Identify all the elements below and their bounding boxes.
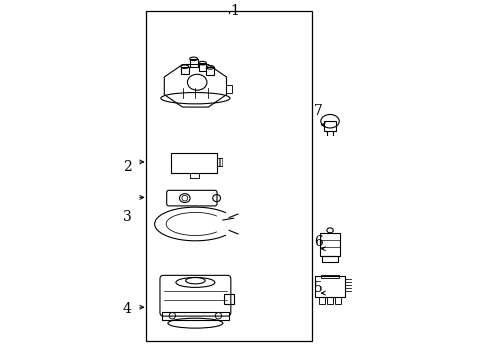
Text: 1: 1: [230, 4, 239, 18]
Text: 4: 4: [123, 302, 132, 316]
Text: 5: 5: [314, 281, 323, 295]
Text: 6: 6: [314, 235, 323, 249]
Bar: [322, 256, 338, 262]
Bar: [225, 85, 232, 93]
Bar: [324, 121, 336, 131]
Bar: [171, 153, 217, 172]
Bar: [224, 294, 234, 304]
Bar: [206, 67, 214, 75]
Bar: [146, 12, 312, 341]
Bar: [181, 67, 189, 75]
Bar: [315, 276, 345, 297]
Bar: [319, 297, 325, 304]
Bar: [198, 63, 206, 71]
Bar: [327, 297, 333, 304]
Bar: [335, 297, 341, 304]
Bar: [320, 233, 340, 256]
Bar: [190, 59, 197, 67]
Bar: [162, 312, 229, 320]
Text: 7: 7: [314, 104, 323, 118]
Bar: [321, 275, 339, 278]
Text: 3: 3: [123, 210, 132, 224]
Text: 2: 2: [123, 160, 132, 174]
